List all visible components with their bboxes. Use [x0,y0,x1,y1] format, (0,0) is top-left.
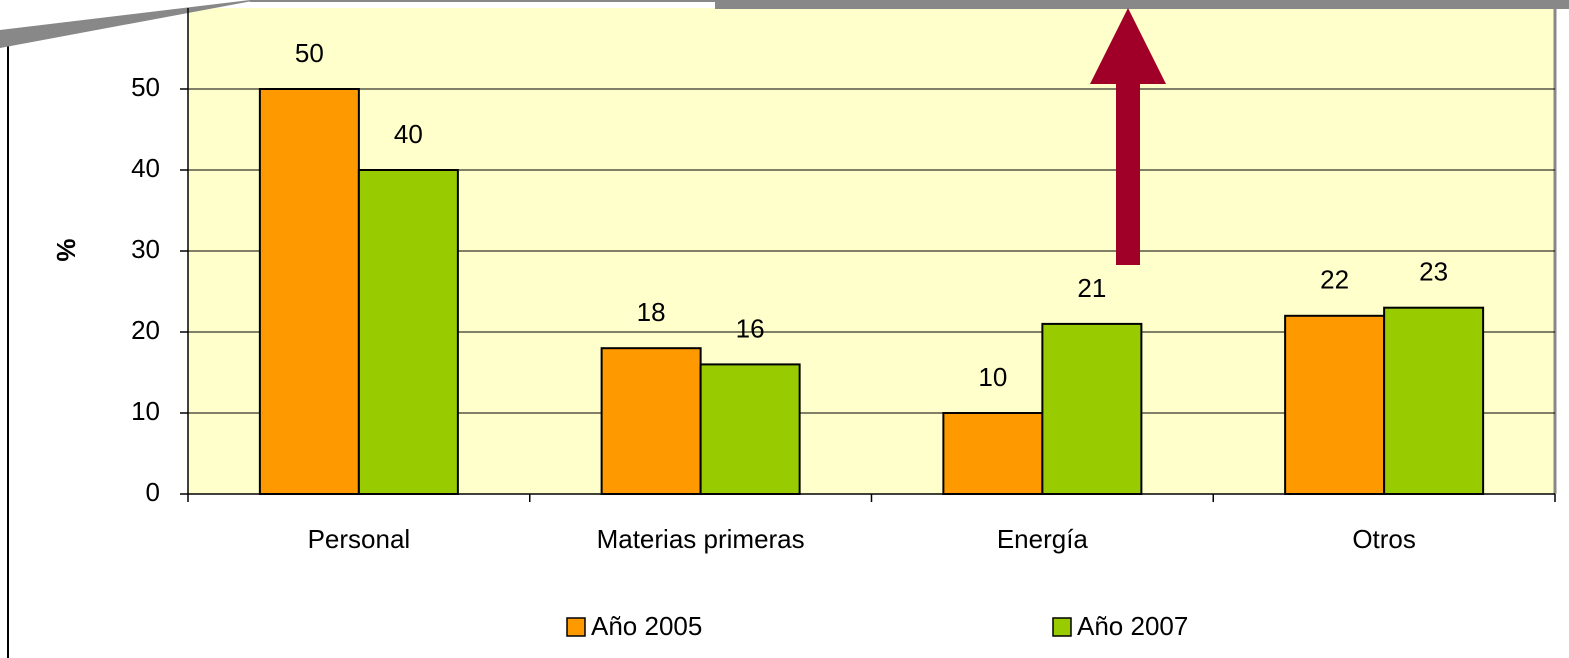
data-label: 50 [295,38,324,68]
y-tick-label: 30 [131,234,160,264]
x-tick-label: Personal [308,524,411,554]
y-axis-label: % [51,238,81,261]
arrow-head [1090,8,1166,84]
x-tick-label: Otros [1352,524,1416,554]
bar [357,169,459,495]
y-tick-label: 50 [131,72,160,102]
legend-swatch [566,617,586,637]
y-tick-label: 40 [131,153,160,183]
data-label: 21 [1077,273,1106,303]
data-label: 23 [1419,257,1448,287]
data-label: 22 [1320,265,1349,295]
data-label: 40 [394,119,423,149]
bar [258,88,360,495]
y-tick-label: 10 [131,396,160,426]
bar [942,412,1044,495]
bar [600,347,702,496]
y-tick-label: 20 [131,315,160,345]
legend-swatch [1052,617,1072,637]
bar [1041,322,1143,495]
bar [1383,306,1485,496]
decoration [0,0,258,48]
bar [699,363,801,495]
x-tick-label: Materias primeras [597,524,805,554]
legend-label: Año 2007 [1077,611,1188,641]
data-label: 18 [637,297,666,327]
bar [1284,314,1386,495]
data-label: 10 [978,362,1007,392]
x-tick-label: Energía [997,524,1089,554]
legend-label: Año 2005 [591,611,702,641]
y-tick-label: 0 [146,477,160,507]
decoration [715,0,1569,9]
arrow-shaft [1116,80,1140,265]
data-label: 16 [736,313,765,343]
